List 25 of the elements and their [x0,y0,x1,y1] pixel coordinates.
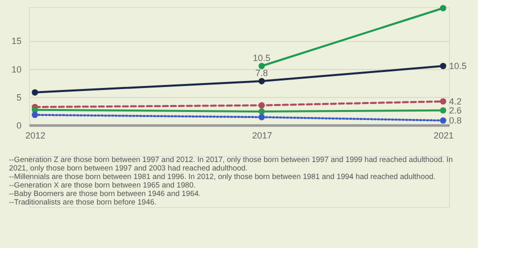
data-label: 10.5 [252,53,270,63]
point [440,62,446,70]
y-tick-label: 15 [11,36,22,46]
point [258,108,265,115]
point [258,102,265,108]
point [258,62,265,70]
point [440,4,446,12]
point [32,89,38,96]
point [258,78,265,84]
point [32,112,38,118]
point [440,98,446,105]
point [440,107,446,114]
data-label: 2.6 [449,105,462,116]
y-tick-label: 10 [11,64,22,74]
x-tick-label: 2017 [252,130,272,140]
data-label: 10.5 [449,61,467,71]
x-tick-label: 2021 [434,130,454,140]
data-label: 0.8 [449,116,462,126]
y-tick-label: 0 [16,120,22,130]
data-label: 4.2 [449,96,462,106]
point [258,114,265,120]
data-label: 7.8 [255,68,268,78]
point [440,117,446,124]
y-tick-label: 5 [16,92,22,102]
x-tick-label: 2012 [25,130,46,140]
